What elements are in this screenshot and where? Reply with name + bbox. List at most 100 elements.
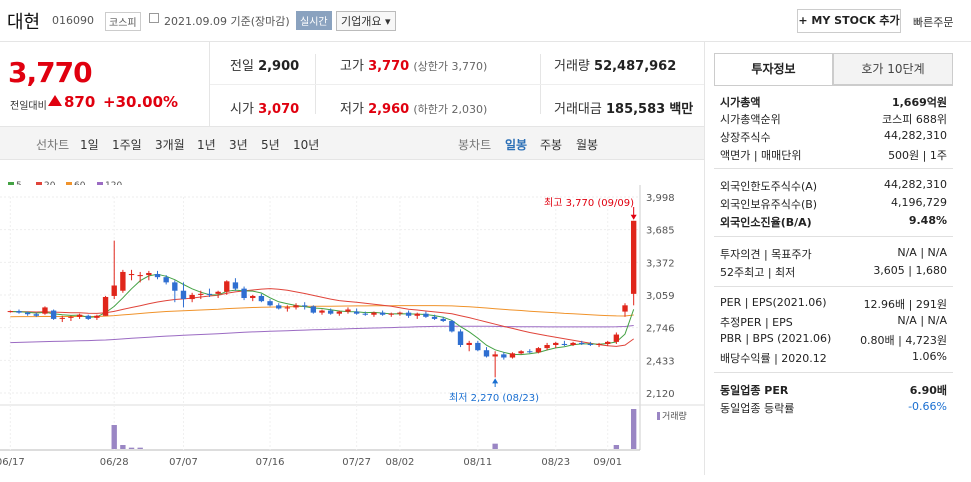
ma-20-line [10, 288, 634, 347]
candle-body [570, 342, 576, 345]
period-5y[interactable]: 5년 [261, 138, 280, 152]
info-row-label: 시가총액 [720, 96, 761, 109]
candle-body [509, 353, 516, 358]
candle-body [76, 314, 83, 317]
candle-body [596, 343, 602, 345]
x-tick-label: 07/27 [342, 457, 371, 468]
candle-body [362, 313, 368, 315]
info-row-label: PER | EPS(2021.06) [720, 296, 827, 309]
prev-label: 전일 [230, 59, 254, 74]
candle-body [146, 272, 152, 276]
candle-body [353, 311, 360, 314]
candle-body [250, 295, 256, 299]
y-tick-label: 3,059 [646, 291, 675, 302]
period-3y[interactable]: 3년 [229, 138, 248, 152]
current-price: 3,770 [8, 56, 93, 89]
info-divider [714, 236, 953, 237]
candle-body [397, 312, 403, 314]
tab-investment-info[interactable]: 투자정보 [714, 53, 833, 85]
period-10y[interactable]: 10년 [293, 138, 320, 152]
ma-60-line [10, 305, 634, 318]
add-mystock-button[interactable]: + MY STOCK 추가 [797, 9, 901, 33]
y-tick-label: 3,998 [646, 193, 675, 204]
candle-body [483, 350, 490, 357]
candle-body [302, 305, 308, 307]
y-tick-label: 3,372 [646, 258, 675, 269]
candle-body [553, 342, 559, 345]
candle-body [492, 354, 498, 357]
open-value: 3,070 [258, 102, 300, 117]
candle-body [50, 310, 57, 319]
chart-background [0, 185, 704, 475]
candle-body [449, 320, 455, 332]
candle-body [310, 306, 317, 313]
price-change: 870 [64, 93, 96, 111]
volume-legend-label: 거래량 [662, 410, 687, 422]
candle-body [414, 313, 420, 316]
period-1w[interactable]: 1주일 [112, 138, 142, 152]
info-row-value: 4,196,729 [891, 196, 947, 209]
low-value: 2,960 [368, 102, 410, 117]
ma-120-line [10, 325, 634, 344]
info-row-value: 1,669억원 [891, 96, 947, 109]
candle-body [466, 342, 472, 345]
info-row-label: 시가총액순위 [720, 113, 781, 126]
realtime-button[interactable]: 실시간 [296, 11, 332, 30]
info-row-value: N/A | N/A [897, 314, 947, 327]
candle-weekly[interactable]: 주봉 [540, 138, 563, 152]
volume-bar [613, 445, 620, 449]
price-change-percent: +30.00% [103, 93, 179, 111]
candle-body [111, 285, 117, 296]
chart-period-bar: 선차트 1일 1주일 3개월 1년 3년 5년 10년 봉차트 일봉 주봉 월봉 [0, 126, 704, 160]
volume-bar [120, 445, 126, 449]
info-row-label: 동일업종 PER [720, 384, 789, 397]
x-tick-label: 07/16 [256, 457, 285, 468]
x-tick-label: 08/23 [541, 457, 570, 468]
candle-body [622, 305, 628, 312]
candle-body [405, 312, 412, 316]
basis-date: 2021.09.09 기준(장마감) [164, 15, 290, 28]
info-row-value: 6.90배 [909, 384, 947, 397]
info-row-label: 동일업종 등락률 [720, 402, 795, 415]
candle-body [85, 315, 91, 319]
info-row-value: 9.48% [908, 214, 947, 227]
candle-body [371, 312, 377, 315]
info-row-value: 3,605 | 1,680 [873, 264, 947, 277]
candle-body [7, 311, 14, 313]
price-chart[interactable]: 3,998 3,685 3,372 3,059 2,746 2,433 2,120 06/17… [0, 185, 704, 475]
candle-body [59, 317, 65, 319]
price-box: 3,770 전일대비 870 +30.00% [0, 42, 210, 126]
candle-body [284, 307, 291, 309]
candle-body [172, 282, 178, 291]
candle-body [68, 316, 74, 318]
high-annotation: 최고 3,770 (09/09) [544, 198, 635, 209]
amount-unit: 백만 [669, 102, 694, 117]
tab-order-book[interactable]: 호가 10단계 [833, 53, 953, 85]
candle-body [613, 334, 620, 342]
period-3m[interactable]: 3개월 [155, 138, 185, 152]
candle-body [379, 312, 386, 315]
info-row-label: 외국인한도주식수(A) [720, 180, 818, 193]
volume-bar [492, 443, 498, 449]
quick-order-link[interactable]: 빠른주문 [913, 16, 954, 29]
calendar-icon [149, 13, 159, 23]
volume-legend-swatch [657, 412, 660, 420]
info-divider [714, 168, 953, 169]
candle-body [630, 220, 637, 294]
candle-body [128, 274, 135, 276]
candle-body [33, 314, 39, 316]
period-1d[interactable]: 1일 [80, 138, 99, 152]
stock-header: 대현 016090 코스피 2021.09.09 기준(장마감) 실시간 기업개… [0, 0, 971, 42]
candle-body [605, 341, 611, 344]
candle-body [388, 313, 394, 315]
info-divider [714, 286, 953, 287]
ma-5-line [10, 273, 635, 356]
candle-monthly[interactable]: 월봉 [576, 138, 599, 152]
candle-daily[interactable]: 일봉 [505, 138, 528, 152]
period-1y[interactable]: 1년 [197, 138, 216, 152]
high-arrow-icon [630, 214, 637, 220]
candle-body [336, 311, 342, 314]
candle-body [267, 301, 273, 306]
company-overview-dropdown[interactable]: 기업개요 ▾ [336, 11, 396, 31]
prev-value: 2,900 [258, 59, 300, 74]
